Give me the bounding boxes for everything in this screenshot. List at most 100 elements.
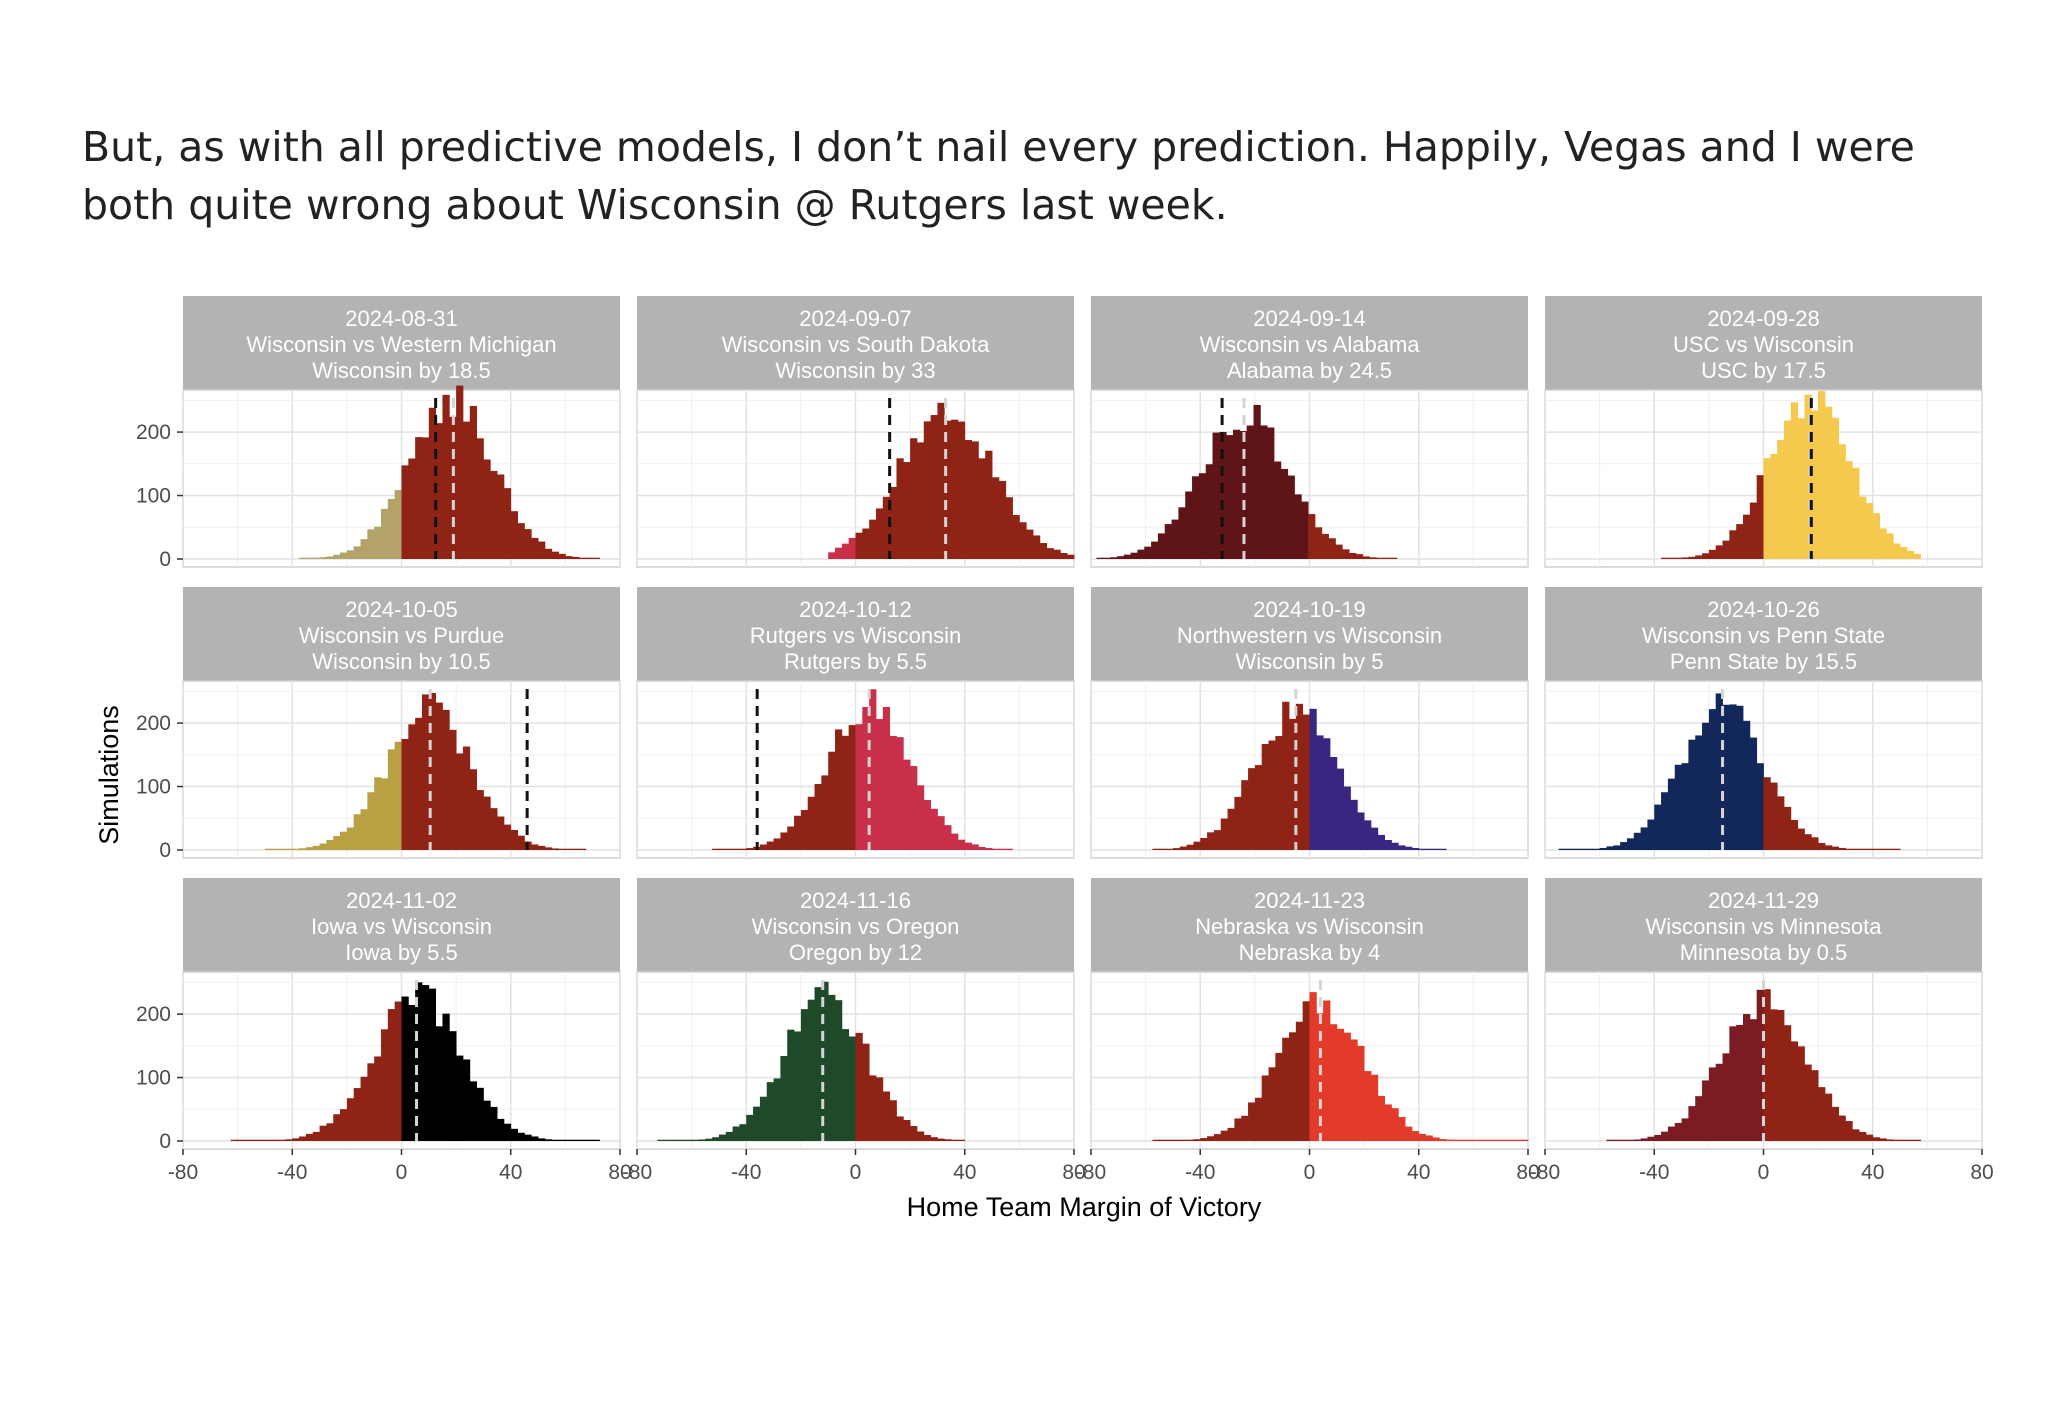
- histogram-bar: [746, 1114, 754, 1141]
- facet-date: 2024-10-12: [799, 597, 912, 622]
- histogram-bar: [971, 441, 979, 559]
- histogram-bar: [1273, 461, 1282, 559]
- histogram-bar: [1309, 708, 1317, 850]
- histogram-bar: [1418, 848, 1426, 850]
- histogram-bar: [1067, 554, 1075, 559]
- histogram-bar: [531, 1136, 539, 1141]
- histogram-bar: [1370, 1074, 1379, 1141]
- histogram-bar: [1329, 756, 1338, 850]
- histogram-bar: [1818, 843, 1826, 850]
- histogram-bar: [592, 557, 600, 559]
- histogram-bar: [1770, 453, 1778, 559]
- histogram-bar: [1756, 989, 1764, 1141]
- histogram-bar: [1287, 475, 1295, 559]
- histogram-bar: [579, 848, 587, 850]
- histogram-bar: [1239, 431, 1248, 559]
- histogram-bar: [1797, 828, 1805, 850]
- histogram-bar: [1756, 763, 1764, 850]
- histogram-bar: [415, 982, 423, 1141]
- histogram-bar: [1289, 1032, 1297, 1141]
- facet-strip: [183, 296, 620, 390]
- histogram-bar: [1166, 1139, 1174, 1141]
- facet-matchup: Wisconsin vs Minnesota: [1646, 914, 1883, 939]
- histogram-bar: [531, 844, 539, 850]
- histogram-bar: [326, 1123, 334, 1141]
- histogram-bar: [1226, 435, 1234, 559]
- histogram-bar: [1599, 847, 1607, 850]
- x-tick-label: 0: [1304, 1161, 1316, 1184]
- histogram-bar: [1026, 529, 1034, 559]
- histogram-bar: [1811, 410, 1819, 559]
- histogram-bar: [705, 1138, 713, 1141]
- histogram-bar: [1350, 799, 1358, 850]
- histogram-bar: [538, 845, 546, 850]
- histogram-bar: [1294, 494, 1302, 559]
- histogram-bar: [394, 490, 402, 559]
- histogram-bar: [551, 551, 559, 559]
- y-tick-label: 0: [159, 548, 171, 571]
- histogram-bar: [1695, 1096, 1703, 1141]
- histogram-bar: [1302, 1001, 1310, 1141]
- histogram-bar: [1831, 846, 1840, 850]
- histogram-bar: [538, 1138, 546, 1141]
- histogram-bar: [1500, 1139, 1508, 1141]
- histogram-bar: [1370, 827, 1379, 850]
- histogram-bar: [862, 706, 870, 850]
- histogram-bar: [1439, 1139, 1447, 1141]
- histogram-bar: [903, 1120, 911, 1141]
- histogram-bar: [1647, 819, 1655, 850]
- histogram-bar: [725, 848, 733, 850]
- histogram-bar: [428, 988, 437, 1141]
- histogram-bar: [1205, 464, 1213, 559]
- histogram-bar: [1411, 848, 1420, 850]
- facet-date: 2024-11-16: [800, 888, 911, 913]
- histogram-bar: [1432, 1137, 1440, 1141]
- histogram-bar: [855, 724, 863, 850]
- histogram-bar: [1872, 513, 1880, 559]
- histogram-bar: [237, 1139, 245, 1141]
- histogram-bar: [732, 1126, 740, 1141]
- histogram-bar: [903, 759, 911, 850]
- histogram-bar: [1425, 848, 1433, 850]
- histogram-bar: [319, 1125, 327, 1141]
- histogram-bar: [1708, 709, 1717, 850]
- x-tick-label: 0: [850, 1161, 862, 1184]
- histogram-bar: [1804, 394, 1812, 559]
- histogram-bar: [1879, 848, 1887, 850]
- histogram-bar: [1674, 557, 1682, 559]
- histogram-bar: [1172, 1139, 1181, 1141]
- histogram-bar: [264, 848, 273, 850]
- histogram-bar: [374, 1056, 382, 1141]
- histogram-bar: [1012, 515, 1020, 559]
- histogram-bar: [1811, 837, 1819, 850]
- histogram-bar: [299, 1136, 307, 1141]
- histogram-bar: [271, 1139, 279, 1141]
- histogram-bar: [1301, 501, 1309, 559]
- histogram-bar: [1865, 848, 1874, 850]
- histogram-bar: [1446, 1139, 1454, 1141]
- histogram-bar: [401, 465, 409, 559]
- histogram-bar: [1852, 467, 1860, 559]
- histogram-bar: [1275, 1052, 1283, 1141]
- x-tick-label: 0: [1758, 1161, 1770, 1184]
- histogram-bar: [1357, 1045, 1365, 1141]
- x-tick-label: -80: [622, 1161, 652, 1184]
- histogram-bar: [1005, 848, 1013, 850]
- histogram-bar: [469, 769, 478, 850]
- y-axis-title: Simulations: [94, 705, 124, 845]
- histogram-bar: [1342, 549, 1350, 559]
- histogram-bar: [1329, 1024, 1338, 1141]
- histogram-bar: [1749, 502, 1758, 559]
- histogram-bar: [807, 796, 815, 850]
- histogram-bar: [1654, 804, 1662, 850]
- histogram-bar: [766, 841, 774, 850]
- histogram-bar: [794, 815, 802, 850]
- histogram-bar: [353, 1088, 361, 1141]
- x-tick-label: 0: [396, 1161, 408, 1184]
- histogram-bar: [773, 1078, 781, 1141]
- histogram-bar: [1241, 780, 1249, 850]
- histogram-bar: [684, 1139, 693, 1141]
- facet-strip: [183, 878, 620, 972]
- histogram-bar: [1722, 704, 1730, 850]
- histogram-bar: [558, 553, 566, 559]
